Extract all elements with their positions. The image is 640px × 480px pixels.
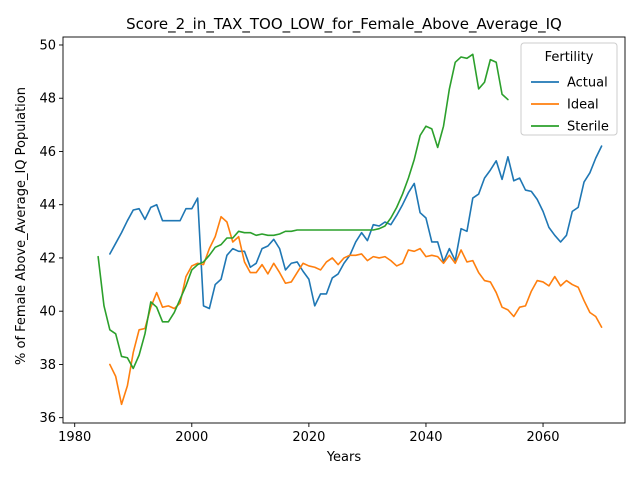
y-axis-label: % of Female Above_Average_IQ Population bbox=[14, 87, 29, 365]
y-tick-label: 42 bbox=[39, 251, 56, 266]
x-tick-label: 2060 bbox=[526, 430, 559, 445]
series-line-actual bbox=[109, 145, 603, 310]
y-tick-label: 36 bbox=[39, 411, 56, 426]
chart-title: Score_2_in_TAX_TOO_LOW_for_Female_Above_… bbox=[126, 15, 562, 34]
axes-frame bbox=[62, 36, 626, 424]
legend-title: Fertility bbox=[545, 50, 594, 65]
x-tick-label: 2020 bbox=[292, 430, 325, 445]
y-tick-label: 50 bbox=[39, 38, 56, 53]
y-tick-label: 40 bbox=[39, 305, 56, 320]
legend: Fertility Actual Ideal Sterile bbox=[520, 42, 618, 136]
series-line-sterile bbox=[97, 53, 509, 370]
legend-label-sterile: Sterile bbox=[567, 120, 609, 135]
legend-label-ideal: Ideal bbox=[567, 98, 599, 113]
y-tick-label: 48 bbox=[39, 92, 56, 107]
series-line-ideal bbox=[109, 215, 603, 406]
x-tick-label: 2040 bbox=[409, 430, 442, 445]
x-axis-label: Years bbox=[326, 450, 362, 465]
x-tick-label: 2000 bbox=[175, 430, 208, 445]
y-tick-label: 46 bbox=[39, 145, 56, 160]
y-tick-label: 44 bbox=[39, 198, 56, 213]
legend-box bbox=[520, 42, 618, 136]
x-tick-label: 1980 bbox=[58, 430, 91, 445]
plot-area: 1980 2000 2020 2040 2060 36 38 40 42 44 46 48 50 Fert… bbox=[39, 36, 626, 445]
legend-label-actual: Actual bbox=[567, 76, 608, 91]
y-tick-label: 38 bbox=[39, 358, 56, 373]
